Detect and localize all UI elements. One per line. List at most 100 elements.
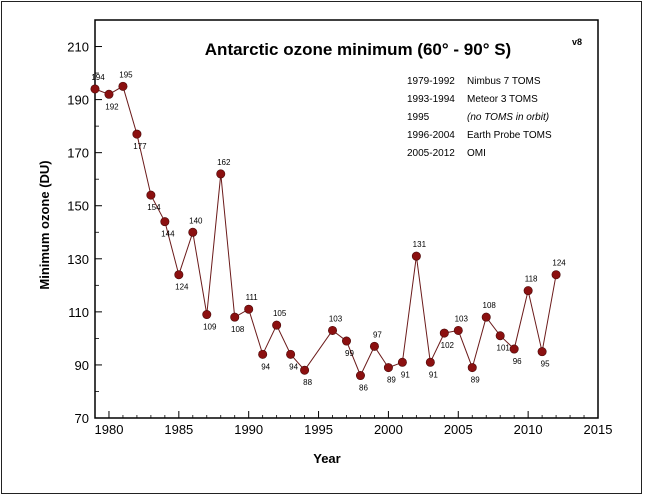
data-label: 105 [273, 309, 287, 318]
y-tick-label: 70 [75, 411, 89, 426]
data-label: 118 [525, 275, 538, 284]
data-point [118, 81, 128, 91]
data-label: 89 [387, 376, 396, 385]
data-label: 94 [289, 362, 298, 371]
data-points [90, 81, 561, 381]
y-tick-label: 130 [67, 252, 89, 267]
data-label: 89 [471, 376, 480, 385]
data-point [300, 365, 310, 375]
legend-years: 1995 [407, 112, 430, 123]
x-tick-label: 2000 [374, 422, 403, 437]
legend-years: 1993-1994 [407, 94, 455, 105]
data-label: 195 [119, 70, 133, 79]
y-axis-title: Minimum ozone (DU) [37, 160, 52, 289]
data-point [244, 304, 254, 314]
data-label: 111 [246, 293, 259, 302]
data-point [104, 89, 114, 99]
data-point [481, 312, 491, 322]
y-tick-label: 170 [67, 146, 89, 161]
x-tick-label: 1990 [234, 422, 263, 437]
x-tick-label: 1980 [95, 422, 124, 437]
data-label: 154 [147, 203, 161, 212]
data-label: 109 [203, 323, 217, 332]
data-point [188, 227, 198, 237]
data-label: 96 [513, 357, 522, 366]
data-point [537, 347, 547, 357]
y-tick-label: 190 [67, 93, 89, 108]
data-point [328, 325, 338, 335]
version-label: v8 [572, 37, 582, 47]
data-label: 194 [91, 73, 105, 82]
legend-instrument: OMI [467, 148, 486, 159]
legend-years: 2005-2012 [407, 148, 455, 159]
data-point [369, 341, 379, 351]
x-tick-label: 2010 [514, 422, 543, 437]
legend-years: 1979-1992 [407, 76, 455, 87]
data-label: 124 [552, 259, 566, 268]
data-labels: 194 192 195 177 154 144 124 140 109 162 108 111 94 10… [91, 70, 566, 392]
data-point [355, 371, 365, 381]
data-label: 91 [401, 370, 410, 379]
y-tick-label: 210 [67, 40, 89, 55]
data-point [202, 310, 212, 320]
legend-instrument: Earth Probe TOMS [467, 130, 552, 141]
data-label: 162 [217, 158, 231, 167]
data-point [425, 357, 435, 367]
y-tick-label: 90 [75, 358, 89, 373]
data-label: 97 [373, 330, 382, 339]
data-label: 94 [261, 362, 270, 371]
data-point [551, 270, 561, 280]
legend-years: 1996-2004 [407, 130, 455, 141]
data-point [495, 331, 505, 341]
data-label: 192 [105, 102, 119, 111]
data-point [523, 286, 533, 296]
data-label: 91 [429, 370, 438, 379]
x-tick-label: 2015 [584, 422, 613, 437]
data-label: 108 [483, 301, 497, 310]
data-point [397, 357, 407, 367]
data-point [174, 270, 184, 280]
data-point [383, 363, 393, 373]
y-axis: 70 90 110 130 150 170 190 210 [67, 19, 102, 426]
data-label: 124 [175, 283, 189, 292]
data-label: 101 [497, 344, 511, 353]
data-label: 88 [303, 378, 312, 387]
data-point [467, 363, 477, 373]
data-label: 144 [161, 230, 175, 239]
x-axis: 1980 1985 1990 1995 2000 2005 2010 2015 [95, 411, 613, 437]
legend: 1979-1992 Nimbus 7 TOMS 1993-1994 Meteor 3 … [407, 76, 552, 159]
data-point [411, 251, 421, 261]
data-point [230, 312, 240, 322]
legend-instrument: Meteor 3 TOMS [467, 94, 538, 105]
chart-title: Antarctic ozone minimum (60° - 90° S) [205, 40, 511, 59]
x-tick-label: 1995 [304, 422, 333, 437]
data-label: 177 [133, 142, 147, 151]
data-label: 102 [441, 341, 455, 350]
data-point [146, 190, 156, 200]
data-point [341, 336, 351, 346]
data-point [286, 349, 296, 359]
data-point [132, 129, 142, 139]
data-point [509, 344, 519, 354]
data-point [160, 217, 170, 227]
legend-instrument: Nimbus 7 TOMS [467, 76, 541, 87]
x-tick-label: 2005 [444, 422, 473, 437]
data-point [216, 169, 226, 179]
y-tick-label: 110 [68, 305, 89, 320]
data-point [90, 84, 100, 94]
data-label: 103 [455, 314, 469, 323]
data-label: 86 [359, 384, 368, 393]
data-point [272, 320, 282, 330]
data-label: 108 [231, 325, 245, 334]
y-tick-label: 150 [67, 199, 89, 214]
data-label: 95 [541, 360, 550, 369]
data-label: 103 [329, 314, 343, 323]
data-label: 131 [413, 240, 427, 249]
x-axis-title: Year [313, 451, 340, 466]
legend-instrument: (no TOMS in orbit) [467, 112, 549, 123]
data-point [453, 325, 463, 335]
data-point [258, 349, 268, 359]
data-label: 99 [345, 349, 354, 358]
